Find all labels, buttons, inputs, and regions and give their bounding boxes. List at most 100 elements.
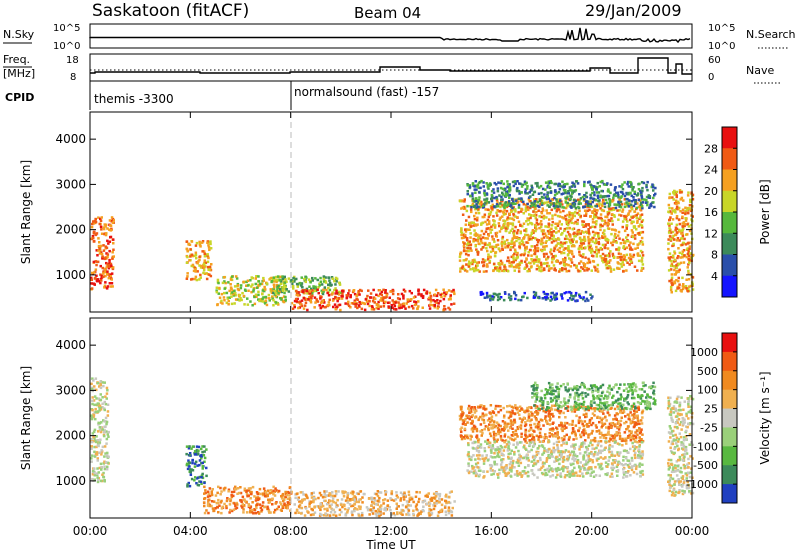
data-cell: [96, 410, 100, 413]
data-cell: [613, 188, 617, 192]
data-cell: [602, 198, 605, 202]
data-cell: [90, 445, 93, 448]
data-cell: [557, 191, 561, 194]
data-cell: [102, 419, 105, 422]
data-cell: [103, 431, 106, 434]
data-cell: [497, 410, 500, 414]
data-cell: [217, 498, 220, 502]
data-cell: [191, 461, 194, 465]
data-cell: [256, 497, 260, 501]
data-cell: [678, 228, 681, 232]
data-cell: [338, 281, 341, 284]
data-cell: [532, 249, 536, 252]
data-cell: [627, 191, 631, 195]
data-cell: [230, 495, 234, 499]
data-cell: [250, 290, 253, 294]
data-cell: [496, 209, 499, 212]
data-cell: [569, 249, 573, 253]
data-cell: [185, 452, 188, 456]
data-cell: [575, 240, 578, 243]
data-cell: [601, 234, 604, 238]
data-cell: [563, 227, 567, 231]
data-cell: [232, 294, 236, 297]
data-cell: [587, 228, 590, 231]
data-cell: [583, 214, 586, 217]
data-cell: [272, 283, 276, 286]
data-cell: [488, 243, 492, 246]
data-cell: [519, 231, 522, 235]
data-cell: [382, 499, 385, 502]
data-cell: [611, 252, 615, 256]
data-cell: [92, 260, 96, 264]
data-cell: [245, 500, 248, 504]
data-cell: [489, 294, 492, 298]
data-cell: [606, 194, 609, 198]
data-cell: [458, 255, 462, 259]
data-cell: [467, 253, 470, 257]
data-cell: [670, 281, 673, 284]
data-cell: [377, 512, 381, 515]
data-cell: [106, 253, 110, 256]
data-cell: [506, 422, 509, 426]
data-cell: [530, 184, 533, 188]
freq-unit-label: [MHz]: [3, 67, 35, 80]
data-cell: [530, 406, 533, 410]
data-cell: [390, 490, 394, 493]
data-cell: [608, 255, 611, 258]
nsky-tick-top: 10^5: [53, 23, 80, 34]
data-cell: [334, 490, 338, 493]
data-cell: [559, 210, 562, 214]
data-cell: [587, 205, 590, 209]
y-tick-label: 2000: [55, 223, 86, 237]
data-cell: [222, 487, 226, 490]
data-cell: [603, 222, 606, 226]
data-cell: [611, 243, 614, 247]
data-cell: [604, 258, 608, 261]
data-cell: [680, 232, 683, 235]
data-cell: [625, 246, 629, 249]
data-cell: [421, 508, 425, 512]
data-cell: [554, 408, 557, 412]
data-cell: [578, 250, 581, 254]
data-cell: [495, 195, 498, 199]
data-cell: [675, 266, 678, 270]
data-cell: [471, 430, 475, 433]
data-cell: [230, 494, 233, 497]
data-cell: [369, 296, 373, 299]
data-cell: [291, 307, 295, 310]
data-cell: [337, 290, 341, 294]
data-cell: [604, 415, 607, 419]
data-cell: [319, 276, 322, 280]
data-cell: [609, 270, 613, 273]
data-cell: [636, 243, 640, 246]
data-cell: [105, 392, 109, 395]
data-cell: [428, 510, 431, 513]
data-cell: [264, 302, 267, 305]
data-cell: [465, 219, 468, 222]
data-cell: [429, 508, 433, 512]
data-cell: [523, 252, 527, 255]
data-cell: [537, 266, 541, 270]
data-cell: [550, 298, 554, 301]
data-cell: [506, 256, 510, 259]
data-cell: [677, 218, 681, 221]
data-cell: [298, 282, 302, 285]
data-cell: [591, 200, 594, 204]
data-cell: [222, 489, 226, 492]
data-cell: [400, 292, 404, 296]
data-cell: [205, 277, 209, 281]
data-cell: [583, 265, 586, 269]
data-cell: [479, 234, 482, 237]
data-cell: [677, 276, 680, 280]
data-cell: [459, 434, 463, 437]
data-cell: [477, 236, 480, 240]
data-cell: [91, 235, 95, 238]
data-cell: [94, 268, 98, 271]
data-cell: [106, 270, 109, 273]
data-cell: [104, 452, 107, 455]
data-cell: [676, 285, 679, 289]
data-cell: [492, 430, 496, 434]
data-cell: [321, 304, 324, 308]
data-cell: [225, 506, 228, 510]
data-cell: [199, 266, 203, 269]
